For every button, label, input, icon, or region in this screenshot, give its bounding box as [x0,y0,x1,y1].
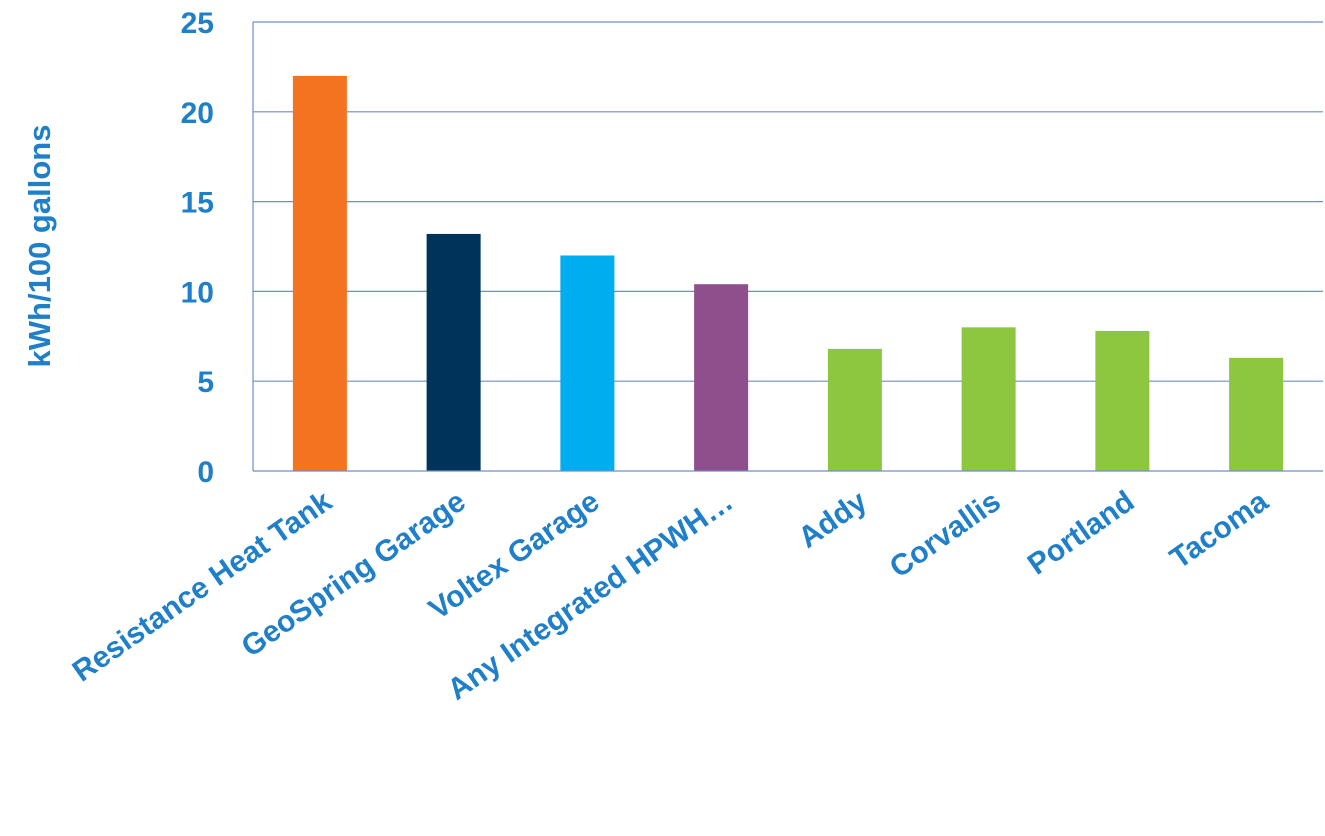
category-label: Addy [793,485,874,555]
y-tick-label: 5 [197,366,214,399]
y-tick-label: 0 [197,456,214,489]
y-tick-label: 15 [181,187,214,220]
bar-0 [292,75,347,471]
bars [292,75,1284,471]
bar-2 [560,255,615,471]
bar-5 [961,327,1016,471]
bar-6 [1095,330,1150,471]
gridlines [253,21,1323,382]
y-tick-label: 20 [181,97,214,130]
bar-3 [694,284,749,471]
category-label: Corvallis [884,485,1007,585]
y-tick-labels: 0 5 10 15 20 25 [181,7,214,489]
category-label: Resistance Heat Tank [67,485,338,689]
category-label: Portland [1022,485,1141,582]
y-tick-label: 25 [181,7,214,40]
bar-1 [426,233,481,471]
bar-7 [1229,357,1284,471]
category-label: GeoSpring Garage [236,485,472,664]
y-axis-label: kWh/100 gallons [22,125,57,368]
category-label: Tacoma [1164,485,1274,576]
bar-4 [827,348,882,471]
y-tick-label: 10 [181,276,214,309]
